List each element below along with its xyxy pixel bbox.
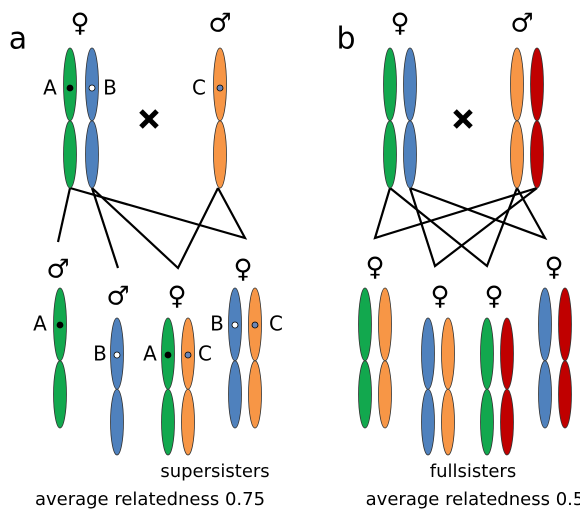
sex-symbol: ♀ <box>430 282 449 312</box>
allele-label: C <box>192 76 206 100</box>
chromosome-arm <box>531 121 544 188</box>
allele-marker <box>67 85 73 91</box>
allele-label: A <box>33 312 47 336</box>
allele-label: A <box>43 76 57 100</box>
allele-marker <box>89 85 95 91</box>
chromosome-arm <box>384 121 397 188</box>
sex-symbol: ♀ <box>365 253 384 283</box>
chromosome-arm <box>531 48 544 121</box>
chromosome-arm <box>559 361 572 428</box>
line <box>58 188 70 242</box>
allele-label: B <box>103 76 117 100</box>
chromosome-arm <box>111 389 124 455</box>
allele-marker <box>114 352 120 358</box>
allele-marker <box>165 352 171 358</box>
sex-symbol: ♂ <box>106 282 129 312</box>
allele-marker <box>252 322 258 328</box>
sex-symbol: ♀ <box>167 282 186 312</box>
chromosome-arm <box>481 389 494 455</box>
chromosome-arm <box>162 389 175 455</box>
sex-symbol: ♀ <box>233 255 252 285</box>
panel-label: b <box>336 22 355 57</box>
allele-label: C <box>269 312 283 336</box>
caption-title: supersisters <box>160 461 269 482</box>
chromosome-arm <box>422 318 435 389</box>
chromosome-arm <box>511 121 524 188</box>
chromosome-arm <box>422 389 435 455</box>
cross-symbol <box>141 111 471 127</box>
chromosome-arm <box>86 48 99 121</box>
chromosome-arm <box>54 361 67 428</box>
chromosomes <box>54 48 572 455</box>
allele-marker <box>185 352 191 358</box>
allele-marker <box>217 85 223 91</box>
chromosome-arm <box>379 288 392 361</box>
chromosome-arm <box>379 361 392 428</box>
chromosome-arm <box>359 288 372 361</box>
figure: a ♀ ♂ A B C ♂ ♂ ♀ ♀ A B A C B C supersis… <box>0 0 580 516</box>
sex-symbol: ♀ <box>484 282 503 312</box>
line <box>70 188 245 238</box>
chromosome-arm <box>404 121 417 188</box>
chromosome-arm <box>214 48 227 121</box>
line <box>410 188 545 238</box>
caption-text: average relatedness 0.75 <box>35 489 265 510</box>
chromosome-arm <box>442 389 455 455</box>
chromosome-arm <box>64 121 77 188</box>
sex-symbol: ♂ <box>46 255 69 285</box>
allele-label: B <box>210 312 224 336</box>
panel-label: a <box>9 22 27 57</box>
chromosome-arm <box>86 121 99 188</box>
allele-marker <box>232 322 238 328</box>
chromosome-arm <box>384 48 397 121</box>
chromosome-arm <box>501 318 514 389</box>
caption-text: average relatedness 0.5 <box>366 489 580 510</box>
allele-label: A <box>143 342 157 366</box>
allele-label: C <box>198 342 212 366</box>
allele-label: B <box>93 342 107 366</box>
chromosome-arm <box>64 48 77 121</box>
chromosome-arm <box>182 389 195 455</box>
chromosome-arm <box>214 121 227 188</box>
chromosome-arm <box>539 361 552 428</box>
allele-marker <box>57 322 63 328</box>
sex-symbol: ♂ <box>208 9 231 39</box>
chromosome-arm <box>559 288 572 361</box>
chromosome-arm <box>359 361 372 428</box>
sex-symbol: ♀ <box>544 253 563 283</box>
caption-title: fullsisters <box>430 461 516 482</box>
sex-symbol: ♀ <box>70 9 89 39</box>
inheritance-lines <box>58 111 545 268</box>
sex-symbol: ♂ <box>510 9 533 39</box>
chromosome-arm <box>511 48 524 121</box>
chromosome-arm <box>539 288 552 361</box>
chromosome-arm <box>501 389 514 455</box>
sex-symbol: ♀ <box>390 9 409 39</box>
chromosome-arm <box>481 318 494 389</box>
chromosome-arm <box>249 361 262 428</box>
chromosome-arm <box>442 318 455 389</box>
chromosome-arm <box>404 48 417 121</box>
chromosome-arm <box>229 361 242 428</box>
